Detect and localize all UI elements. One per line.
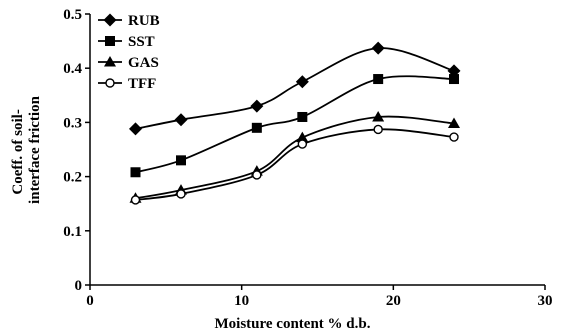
data-point-rub: [129, 122, 142, 136]
legend-item-rub: RUB: [98, 13, 160, 29]
legend-marker-tff: [105, 78, 115, 88]
y-axis-title: Coeff. of soil- interface friction: [10, 95, 43, 204]
data-point-gas: [372, 110, 385, 122]
series-sst: [130, 74, 459, 178]
y-tick-label: 0.2: [63, 170, 82, 186]
series-layer: [129, 41, 461, 205]
data-point-tff: [130, 195, 141, 205]
legend-label: SST: [128, 34, 155, 50]
series-tff: [130, 124, 459, 205]
data-point-sst: [130, 167, 141, 178]
legend: RUB SST GAS TFF: [98, 13, 160, 92]
legend-item-sst: SST: [98, 34, 155, 50]
data-point-rub: [250, 99, 264, 113]
y-tick-label: 0.1: [63, 224, 82, 240]
legend-marker-sst: [105, 36, 115, 46]
x-tick-label: 10: [234, 293, 249, 309]
data-point-tff: [297, 139, 308, 149]
data-point-tff: [176, 189, 186, 199]
data-point-tff: [373, 124, 383, 135]
data-point-tff: [252, 170, 262, 180]
y-tick-label: 0.5: [63, 7, 82, 23]
data-point-sst: [449, 74, 459, 85]
data-point-gas: [448, 117, 460, 128]
x-tick-label: 30: [538, 293, 553, 309]
data-point-sst: [176, 155, 186, 166]
data-point-tff: [449, 132, 459, 142]
data-point-rub: [371, 41, 385, 55]
y-tick-label: 0.3: [63, 115, 82, 131]
axes: 0 0.1 0.2 0.3 0.4 0.5 0 10 20 30: [63, 7, 552, 309]
legend-label: RUB: [128, 13, 160, 29]
x-tick-label: 20: [386, 293, 401, 309]
x-ticks: 0 10 20 30: [86, 285, 553, 309]
y-ticks: 0 0.1 0.2 0.3 0.4 0.5: [63, 7, 90, 294]
data-point-sst: [251, 122, 262, 133]
y-tick-label: 0: [75, 278, 83, 294]
legend-label: TFF: [128, 76, 156, 92]
y-axis-title-line-1: Coeff. of soil-: [10, 109, 26, 194]
legend-marker-rub: [103, 13, 117, 27]
data-point-sst: [373, 74, 384, 85]
legend-item-tff: TFF: [98, 76, 156, 92]
data-point-gas: [296, 131, 309, 143]
x-tick-label: 0: [86, 293, 94, 309]
data-point-rub: [295, 75, 309, 89]
legend-marker-gas: [104, 56, 116, 67]
data-point-sst: [297, 111, 308, 122]
x-axis-title: Moisture content % d.b.: [215, 316, 371, 331]
legend-item-gas: GAS: [98, 55, 159, 71]
legend-label: GAS: [128, 55, 159, 71]
series-rub: [129, 41, 461, 136]
data-point-rub: [174, 113, 188, 127]
y-axis-title-line-2: interface friction: [27, 95, 43, 204]
y-tick-label: 0.4: [63, 61, 82, 77]
